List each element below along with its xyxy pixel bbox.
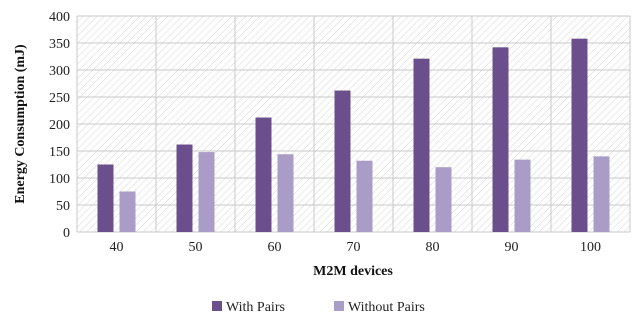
x-tick-label: 100 — [580, 240, 601, 255]
bar-without-pairs-100 — [593, 156, 610, 232]
bar-without-pairs-80 — [435, 167, 452, 232]
y-tick-label: 350 — [49, 37, 70, 52]
bar-without-pairs-90 — [514, 159, 531, 232]
y-tick-label: 100 — [49, 172, 70, 187]
y-tick-label: 0 — [63, 226, 70, 241]
y-axis-title: Energy Consumption (mJ) — [13, 44, 28, 204]
gridlines — [76, 15, 631, 233]
legend-label-with-pairs: With Pairs — [226, 300, 285, 315]
bar-without-pairs-70 — [356, 160, 373, 232]
x-tick-label: 70 — [347, 240, 361, 255]
x-tick-labels: 40 50 60 70 80 90 100 — [110, 240, 602, 255]
bar-with-pairs-90 — [492, 47, 509, 232]
x-tick-label: 60 — [268, 240, 282, 255]
bar-with-pairs-60 — [255, 117, 272, 232]
bar-with-pairs-40 — [97, 164, 114, 232]
x-tick-label: 50 — [189, 240, 203, 255]
y-tick-label: 150 — [49, 145, 70, 160]
bar-without-pairs-50 — [198, 152, 215, 232]
legend: With Pairs Without Pairs — [212, 300, 425, 315]
bar-with-pairs-100 — [571, 38, 588, 233]
y-tick-label: 250 — [49, 91, 70, 106]
x-axis-title: M2M devices — [313, 264, 393, 279]
bar-without-pairs-60 — [277, 154, 294, 232]
y-tick-label: 50 — [56, 199, 70, 214]
y-tick-labels: 0 50 100 150 200 250 300 350 400 — [49, 10, 70, 241]
legend-swatch-with-pairs — [212, 301, 222, 311]
bars — [97, 38, 610, 233]
y-tick-label: 400 — [49, 10, 70, 25]
x-tick-label: 40 — [110, 240, 124, 255]
y-tick-label: 200 — [49, 118, 70, 133]
bar-without-pairs-40 — [119, 191, 136, 232]
bar-with-pairs-80 — [413, 58, 430, 232]
x-tick-label: 80 — [426, 240, 440, 255]
legend-swatch-without-pairs — [334, 301, 344, 311]
bar-with-pairs-50 — [176, 144, 193, 232]
x-tick-label: 90 — [505, 240, 519, 255]
y-tick-label: 300 — [49, 64, 70, 79]
legend-label-without-pairs: Without Pairs — [348, 300, 425, 315]
bar-with-pairs-70 — [334, 90, 351, 233]
